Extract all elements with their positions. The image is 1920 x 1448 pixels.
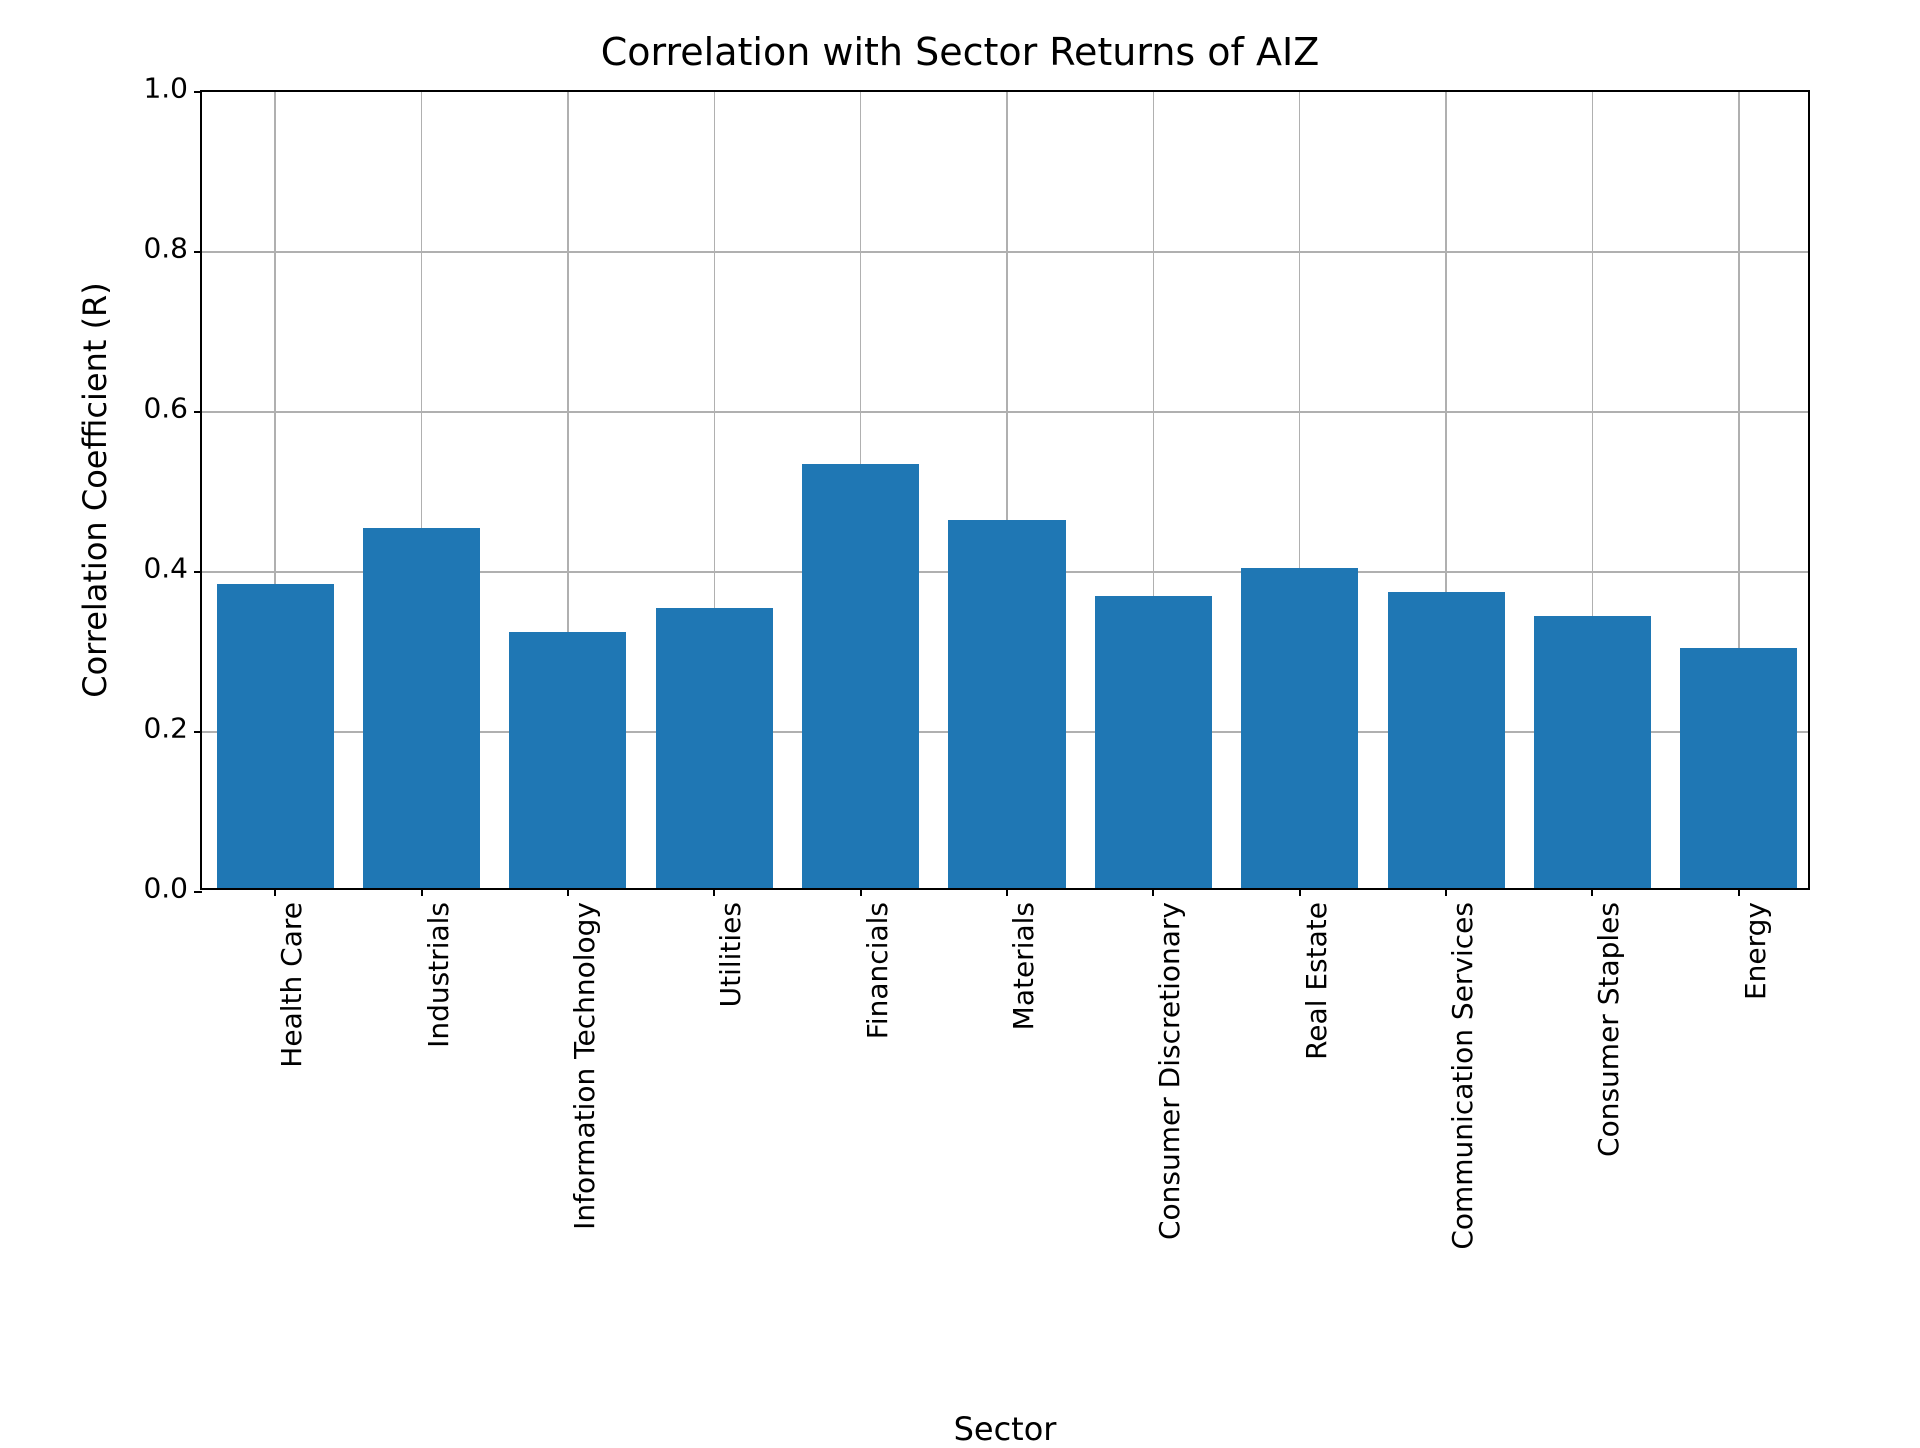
xtick-label: Communication Services	[1446, 902, 1479, 1250]
bar	[363, 528, 480, 888]
xtick-label: Materials	[1007, 902, 1040, 1030]
xtick-mark	[1591, 888, 1593, 896]
bar	[217, 584, 334, 888]
xtick-mark	[274, 888, 276, 896]
ytick-mark	[194, 891, 202, 893]
xtick-mark	[713, 888, 715, 896]
xtick-mark	[1738, 888, 1740, 896]
plot-area: 0.00.20.40.60.81.0Health CareIndustrials…	[200, 90, 1810, 890]
ytick-mark	[194, 411, 202, 413]
xtick-label: Financials	[861, 902, 894, 1039]
xtick-label: Energy	[1739, 902, 1772, 1000]
bar	[1095, 596, 1212, 888]
ytick-label: 0.8	[143, 232, 188, 265]
gridline-horizontal	[202, 251, 1808, 253]
bar	[1241, 568, 1358, 888]
x-axis-label: Sector	[954, 1410, 1057, 1448]
xtick-label: Information Technology	[568, 902, 601, 1230]
ytick-label: 1.0	[143, 72, 188, 105]
bar	[802, 464, 919, 888]
ytick-label: 0.6	[143, 392, 188, 425]
xtick-mark	[567, 888, 569, 896]
figure: Correlation with Sector Returns of AIZ 0…	[0, 0, 1920, 1440]
xtick-mark	[1006, 888, 1008, 896]
xtick-mark	[860, 888, 862, 896]
xtick-label: Utilities	[714, 902, 747, 1007]
bar	[1680, 648, 1797, 888]
xtick-label: Real Estate	[1300, 902, 1333, 1060]
ytick-label: 0.2	[143, 712, 188, 745]
ytick-mark	[194, 571, 202, 573]
bar	[509, 632, 626, 888]
bar	[1534, 616, 1651, 888]
xtick-label: Health Care	[275, 902, 308, 1068]
ytick-label: 0.0	[143, 872, 188, 905]
xtick-label: Industrials	[422, 902, 455, 1048]
xtick-label: Consumer Staples	[1592, 902, 1625, 1157]
gridline-horizontal	[202, 411, 1808, 413]
xtick-mark	[1445, 888, 1447, 896]
xtick-label: Consumer Discretionary	[1153, 902, 1186, 1240]
y-axis-label: Correlation Coefficient (R)	[76, 282, 114, 698]
chart-title: Correlation with Sector Returns of AIZ	[0, 30, 1920, 74]
bar	[1388, 592, 1505, 888]
xtick-mark	[1152, 888, 1154, 896]
ytick-mark	[194, 91, 202, 93]
bar	[656, 608, 773, 888]
bar	[948, 520, 1065, 888]
xtick-mark	[421, 888, 423, 896]
ytick-label: 0.4	[143, 552, 188, 585]
ytick-mark	[194, 731, 202, 733]
xtick-mark	[1299, 888, 1301, 896]
ytick-mark	[194, 251, 202, 253]
